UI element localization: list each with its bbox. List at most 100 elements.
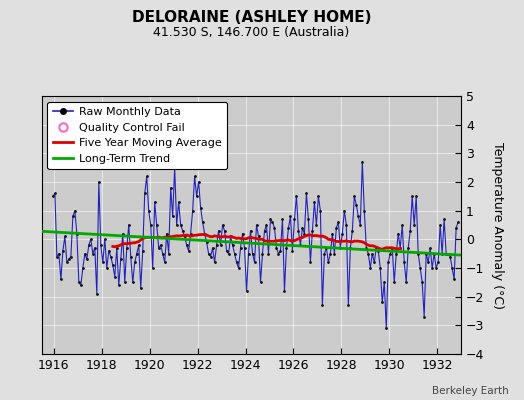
Point [206, 253, 215, 260]
Point [350, 193, 358, 200]
Point [400, 259, 408, 266]
Point [194, 179, 203, 185]
Point [298, 225, 307, 231]
Point [272, 245, 281, 251]
Point [246, 228, 255, 234]
Point [184, 248, 193, 254]
Point [320, 250, 329, 257]
Point [145, 208, 153, 214]
Point [93, 290, 101, 297]
Point [312, 222, 321, 228]
Point [444, 250, 452, 257]
Point [376, 265, 385, 271]
Point [450, 276, 458, 283]
Point [394, 230, 402, 237]
Point [101, 236, 109, 242]
Point [338, 230, 346, 237]
Point [234, 265, 243, 271]
Point [71, 208, 79, 214]
Point [67, 253, 75, 260]
Point [270, 225, 279, 231]
Point [108, 262, 117, 268]
Point [286, 213, 294, 220]
Point [157, 242, 165, 248]
Point [221, 228, 229, 234]
Point [362, 245, 370, 251]
Point [260, 228, 269, 234]
Point [150, 199, 159, 205]
Point [412, 193, 420, 200]
Point [428, 265, 436, 271]
Point [432, 265, 440, 271]
Point [86, 236, 95, 242]
Point [209, 245, 217, 251]
Point [364, 250, 373, 257]
Point [160, 259, 169, 266]
Point [442, 250, 450, 257]
Point [282, 245, 291, 251]
Point [328, 230, 336, 237]
Point [324, 259, 333, 266]
Point [358, 159, 366, 165]
Point [61, 233, 69, 240]
Point [452, 225, 460, 231]
Point [180, 233, 189, 240]
Point [302, 190, 311, 197]
Point [228, 242, 237, 248]
Point [59, 248, 67, 254]
Point [406, 228, 414, 234]
Point [135, 242, 143, 248]
Point [57, 276, 65, 283]
Point [316, 208, 324, 214]
Point [165, 250, 173, 257]
Point [352, 202, 361, 208]
Point [231, 250, 239, 257]
Point [130, 259, 139, 266]
Point [51, 190, 59, 197]
Point [143, 173, 151, 180]
Point [253, 222, 261, 228]
Point [53, 253, 61, 260]
Point [344, 302, 353, 308]
Point [310, 199, 319, 205]
Point [63, 259, 71, 266]
Point [292, 193, 301, 200]
Point [402, 279, 410, 286]
Point [106, 253, 115, 260]
Point [204, 250, 213, 257]
Point [438, 250, 446, 257]
Point [162, 230, 171, 237]
Point [189, 208, 197, 214]
Point [318, 302, 326, 308]
Point [254, 233, 263, 240]
Point [336, 245, 345, 251]
Point [416, 265, 424, 271]
Point [332, 225, 341, 231]
Point [244, 250, 253, 257]
Point [284, 225, 292, 231]
Point [264, 250, 272, 257]
Point [138, 248, 147, 254]
Point [430, 250, 439, 257]
Point [354, 213, 363, 220]
Point [258, 250, 267, 257]
Point [214, 228, 223, 234]
Point [118, 230, 127, 237]
Point [374, 248, 383, 254]
Point [69, 213, 77, 220]
Point [300, 230, 309, 237]
Point [113, 245, 121, 251]
Point [158, 250, 167, 257]
Point [454, 219, 462, 225]
Point [125, 222, 133, 228]
Point [148, 265, 157, 271]
Point [103, 265, 111, 271]
Point [448, 265, 456, 271]
Point [366, 265, 375, 271]
Point [266, 216, 275, 222]
Point [356, 222, 365, 228]
Point [242, 288, 250, 294]
Y-axis label: Temperature Anomaly (°C): Temperature Anomaly (°C) [491, 142, 504, 308]
Point [360, 208, 368, 214]
Point [226, 233, 235, 240]
